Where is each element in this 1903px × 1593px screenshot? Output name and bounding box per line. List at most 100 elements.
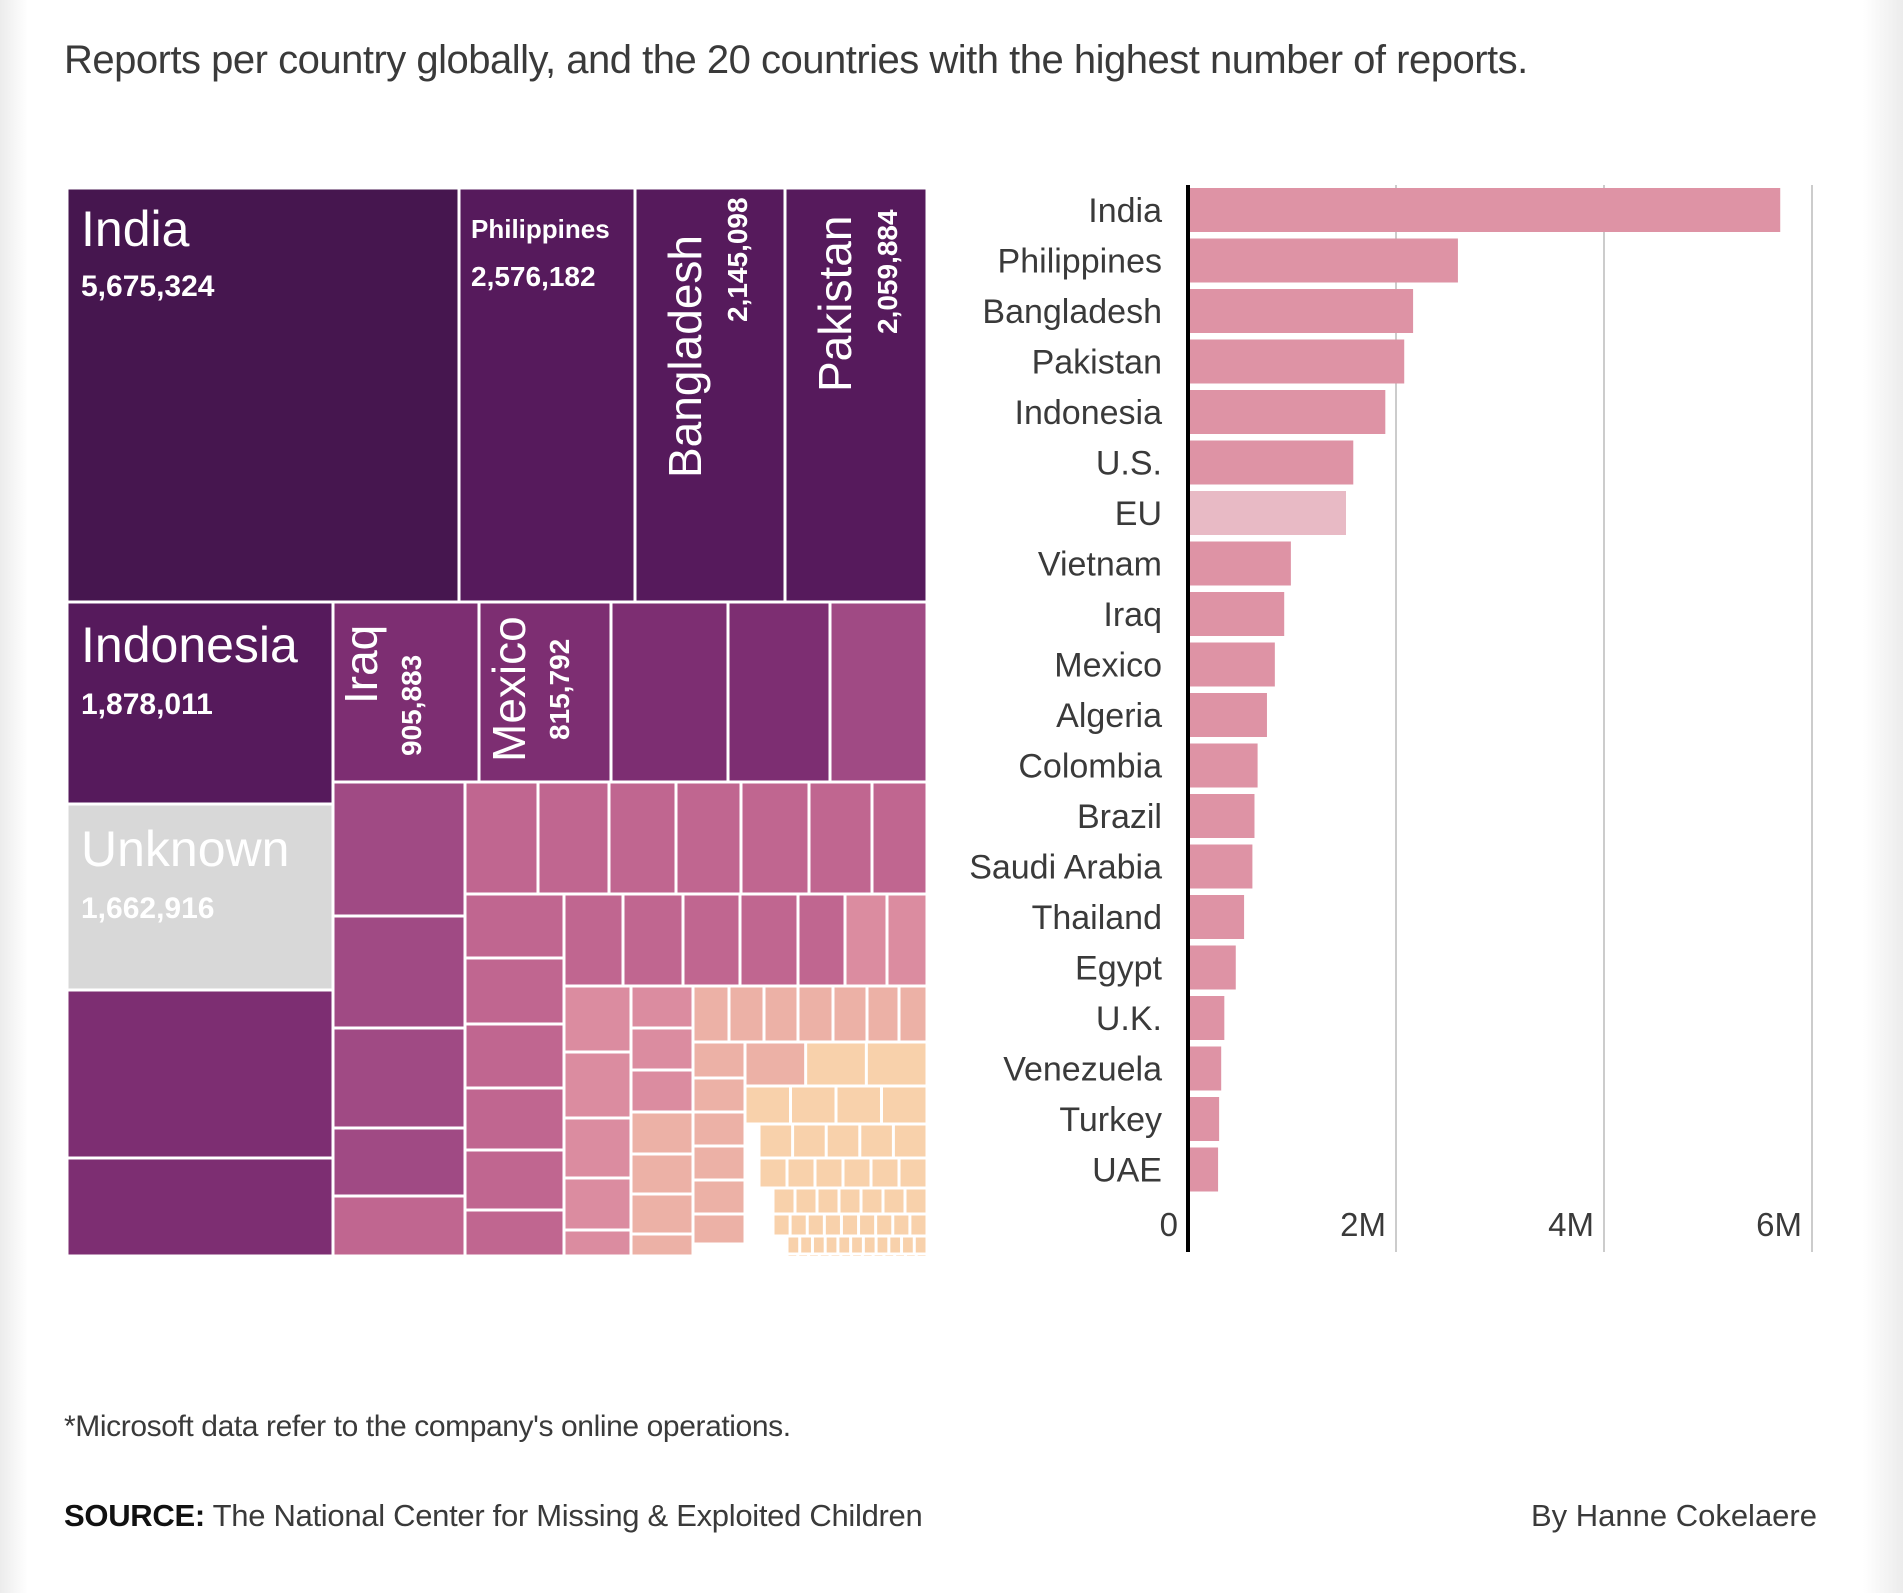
treemap-cell <box>694 1043 744 1077</box>
x-tick-label: 4M <box>1548 1206 1594 1243</box>
treemap-cell <box>813 1237 824 1253</box>
treemap-cell <box>810 1255 818 1256</box>
treemap-cell <box>742 783 808 893</box>
treemap-cell <box>632 1235 692 1255</box>
treemap-cell <box>877 1215 892 1235</box>
bar-category-label: Philippines <box>998 243 1162 281</box>
treemap-cell <box>632 1155 692 1193</box>
treemap-cell <box>632 1195 692 1233</box>
bar-iraq <box>1190 592 1285 636</box>
treemap-cell <box>632 1071 692 1111</box>
treemap-cell <box>632 1113 692 1153</box>
treemap-cell <box>632 987 692 1027</box>
treemap-cell-iraq <box>334 603 478 781</box>
treemap-cell <box>810 783 871 893</box>
bar-category-label: Iraq <box>1103 596 1162 634</box>
treemap-label-pakistan: Pakistan <box>809 216 861 392</box>
source-label: SOURCE: <box>64 1498 205 1533</box>
bar-category-label: Algeria <box>1056 697 1162 735</box>
bar-category-label: Indonesia <box>1015 394 1163 432</box>
treemap-cell <box>896 1255 904 1256</box>
treemap-cell-bangladesh <box>636 189 784 601</box>
source-note: SOURCE: The National Center for Missing … <box>64 1490 924 1541</box>
treemap-cell <box>853 1255 861 1256</box>
treemap-cell <box>684 895 739 985</box>
treemap-cell <box>818 1189 838 1213</box>
treemap-cell <box>539 783 608 893</box>
treemap-value-bangladesh: 2,145,098 <box>722 197 753 322</box>
treemap-label-iraq: Iraq <box>335 625 387 704</box>
bar-mexico <box>1190 642 1275 687</box>
treemap-cell <box>867 1043 926 1085</box>
treemap-cell <box>799 895 844 985</box>
treemap-cell <box>799 987 832 1041</box>
treemap-cell <box>863 1255 872 1256</box>
treemap-cell <box>868 987 898 1041</box>
byline: By Hanne Cokelaere <box>1530 1498 1817 1533</box>
treemap-cell <box>334 1197 464 1255</box>
treemap-cell <box>791 1215 806 1235</box>
bar-bangladesh <box>1190 289 1414 333</box>
x-tick-label: 0 <box>1160 1206 1178 1243</box>
treemap-cell <box>774 1189 794 1213</box>
treemap-cell <box>677 783 740 893</box>
treemap-cell <box>760 1125 792 1157</box>
bar-category-label: Pakistan <box>1032 344 1162 382</box>
bar-category-label: UAE <box>1092 1152 1162 1190</box>
treemap-cell <box>894 1215 909 1235</box>
bar-category-label: EU <box>1115 495 1162 533</box>
treemap-cell <box>694 1181 744 1213</box>
bar-turkey <box>1190 1097 1220 1141</box>
treemap-cell <box>883 1087 926 1123</box>
bar-category-label: U.S. <box>1096 445 1162 483</box>
bar-egypt <box>1190 945 1236 990</box>
treemap-cell <box>788 1159 814 1187</box>
treemap-value-pakistan: 2,059,884 <box>872 209 903 334</box>
bar-chart: India Philippines Bangladesh Pakistan Indone… <box>940 180 1860 1270</box>
treemap-cell <box>466 783 537 893</box>
treemap-cell-pakistan <box>786 189 926 601</box>
treemap-cell <box>801 1237 811 1253</box>
treemap-value-iraq: 905,883 <box>396 655 427 756</box>
treemap-cell <box>466 1025 563 1087</box>
treemap-cell-indonesia <box>68 603 332 803</box>
bar-category-label: Bangladesh <box>982 293 1162 331</box>
treemap-cell <box>741 895 797 985</box>
treemap-cell <box>874 1255 883 1256</box>
treemap-cell <box>792 1087 835 1123</box>
bar-indonesia <box>1190 390 1386 434</box>
bar-pakistan <box>1190 339 1405 384</box>
bar-vietnam <box>1190 541 1291 586</box>
treemap-cell <box>334 783 464 915</box>
treemap-cell <box>820 1255 829 1256</box>
bar-colombia <box>1190 743 1258 788</box>
treemap-cell <box>334 1129 464 1195</box>
treemap-label-india: India <box>81 201 190 257</box>
treemap-label-mexico: Mexico <box>483 616 535 762</box>
bar-algeria <box>1190 693 1267 737</box>
bar-category-label: Egypt <box>1075 950 1162 988</box>
treemap-label-bangladesh: Bangladesh <box>659 235 711 478</box>
treemap-cell <box>694 987 728 1041</box>
treemap-value-india: 5,675,324 <box>81 270 215 303</box>
treemap-cell <box>746 1087 789 1123</box>
treemap-cell <box>894 1125 926 1157</box>
bar-india <box>1190 188 1781 232</box>
treemap-cell <box>807 1043 865 1085</box>
bar-u-s <box>1190 440 1354 485</box>
treemap-cell <box>694 1215 744 1243</box>
treemap-cell <box>837 1087 880 1123</box>
bar-uae <box>1190 1147 1219 1192</box>
bar-thailand <box>1190 895 1245 939</box>
treemap-cell <box>873 783 926 893</box>
treemap-cell <box>729 603 829 781</box>
treemap-chart: India 5,675,324 Philippines 2,576,182 Bangla… <box>67 188 927 1256</box>
treemap-cell <box>911 1215 926 1235</box>
treemap-cell <box>816 1159 842 1187</box>
treemap-cell <box>466 1151 563 1209</box>
treemap-cell <box>466 1211 563 1255</box>
treemap-cell-mexico <box>480 603 610 781</box>
treemap-cell <box>612 603 727 781</box>
treemap-cell <box>860 1215 875 1235</box>
treemap-cell <box>694 1113 744 1145</box>
